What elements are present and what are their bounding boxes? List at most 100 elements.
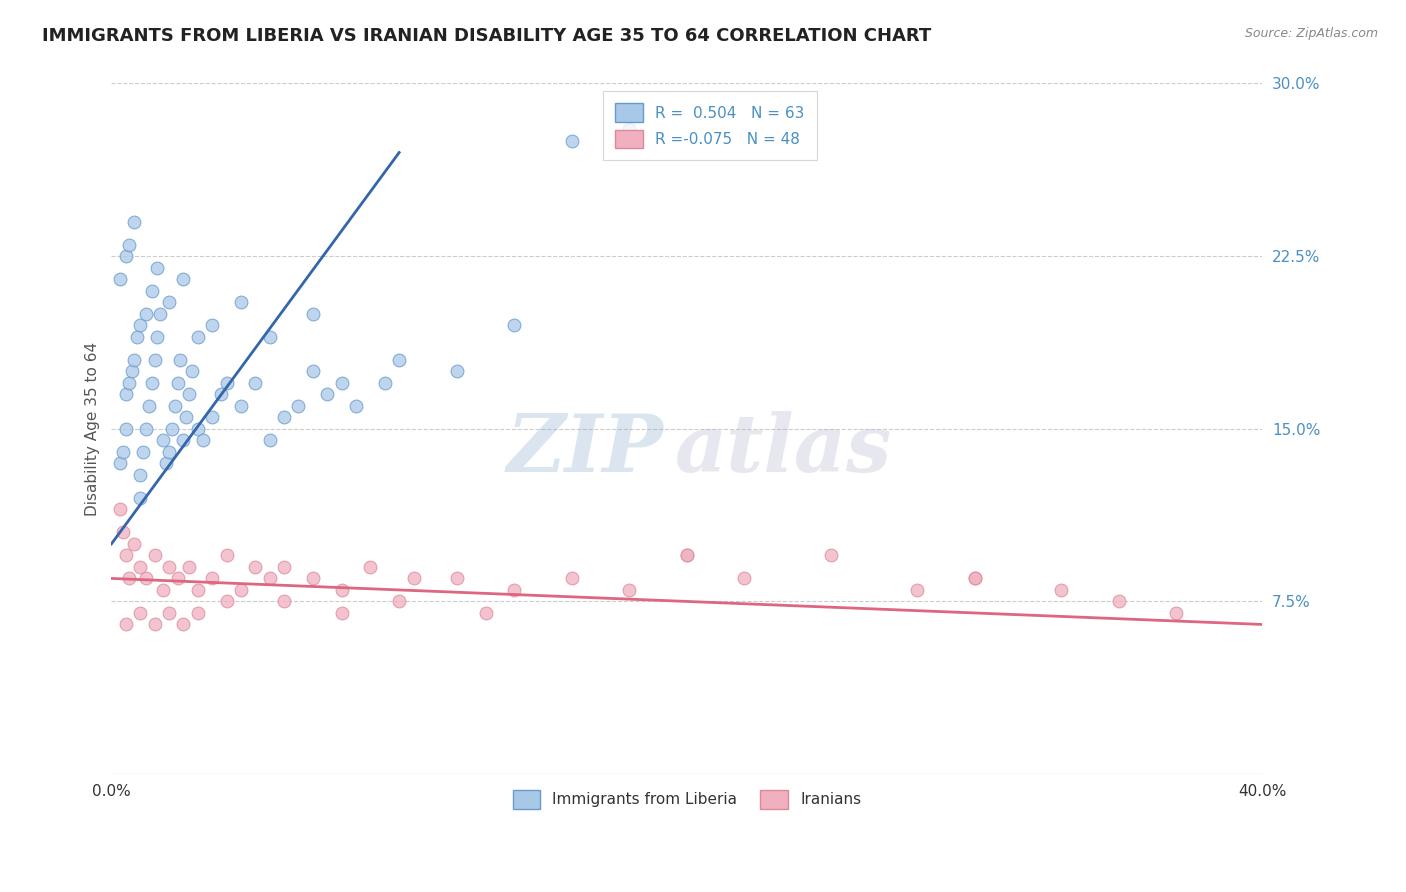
Point bbox=[209, 387, 232, 401]
Point bbox=[181, 364, 204, 378]
Text: Source: ZipAtlas.com: Source: ZipAtlas.com bbox=[1244, 27, 1378, 40]
Point bbox=[561, 571, 583, 585]
Point bbox=[215, 549, 238, 563]
Point bbox=[1108, 594, 1130, 608]
Point bbox=[157, 445, 180, 459]
Point bbox=[259, 434, 281, 448]
Point bbox=[114, 422, 136, 436]
Point bbox=[676, 549, 699, 563]
Point bbox=[135, 307, 157, 321]
Point bbox=[229, 399, 252, 413]
Point bbox=[245, 560, 267, 574]
Point bbox=[193, 434, 215, 448]
Point bbox=[1050, 582, 1073, 597]
Point bbox=[111, 525, 134, 540]
Point bbox=[114, 617, 136, 632]
Point bbox=[143, 549, 166, 563]
Point bbox=[619, 122, 641, 136]
Point bbox=[273, 560, 295, 574]
Text: IMMIGRANTS FROM LIBERIA VS IRANIAN DISABILITY AGE 35 TO 64 CORRELATION CHART: IMMIGRANTS FROM LIBERIA VS IRANIAN DISAB… bbox=[42, 27, 931, 45]
Point bbox=[155, 456, 177, 470]
Point bbox=[330, 582, 353, 597]
Point bbox=[446, 364, 468, 378]
Point bbox=[287, 399, 309, 413]
Point bbox=[330, 606, 353, 620]
Point bbox=[114, 387, 136, 401]
Point bbox=[143, 617, 166, 632]
Point bbox=[111, 445, 134, 459]
Point bbox=[118, 571, 141, 585]
Point bbox=[146, 260, 169, 275]
Point bbox=[259, 329, 281, 343]
Point bbox=[820, 549, 842, 563]
Point bbox=[201, 571, 224, 585]
Point bbox=[187, 329, 209, 343]
Point bbox=[388, 352, 411, 367]
Point bbox=[114, 249, 136, 263]
Point bbox=[402, 571, 425, 585]
Point bbox=[166, 376, 188, 390]
Point bbox=[374, 376, 396, 390]
Point bbox=[179, 387, 201, 401]
Point bbox=[302, 307, 325, 321]
Point bbox=[124, 214, 146, 228]
Point bbox=[129, 606, 152, 620]
Point bbox=[229, 295, 252, 310]
Point bbox=[135, 571, 157, 585]
Point bbox=[273, 410, 295, 425]
Point bbox=[215, 594, 238, 608]
Point bbox=[166, 571, 188, 585]
Legend: Immigrants from Liberia, Iranians: Immigrants from Liberia, Iranians bbox=[506, 784, 868, 814]
Point bbox=[561, 134, 583, 148]
Point bbox=[127, 329, 149, 343]
Point bbox=[229, 582, 252, 597]
Point bbox=[149, 307, 172, 321]
Point bbox=[359, 560, 381, 574]
Point bbox=[129, 318, 152, 333]
Point bbox=[124, 537, 146, 551]
Point bbox=[138, 399, 160, 413]
Point bbox=[676, 549, 699, 563]
Point bbox=[963, 571, 986, 585]
Point bbox=[169, 352, 191, 367]
Point bbox=[905, 582, 928, 597]
Point bbox=[619, 582, 641, 597]
Point bbox=[474, 606, 496, 620]
Point bbox=[129, 560, 152, 574]
Point bbox=[132, 445, 155, 459]
Point bbox=[108, 502, 131, 516]
Point bbox=[114, 549, 136, 563]
Point bbox=[141, 376, 163, 390]
Point bbox=[124, 352, 146, 367]
Point bbox=[187, 606, 209, 620]
Point bbox=[172, 272, 194, 286]
Point bbox=[141, 284, 163, 298]
Point bbox=[316, 387, 339, 401]
Point bbox=[157, 560, 180, 574]
Point bbox=[121, 364, 143, 378]
Point bbox=[172, 434, 194, 448]
Point bbox=[1166, 606, 1188, 620]
Point bbox=[143, 352, 166, 367]
Point bbox=[172, 617, 194, 632]
Point bbox=[215, 376, 238, 390]
Point bbox=[446, 571, 468, 585]
Point bbox=[273, 594, 295, 608]
Point bbox=[135, 422, 157, 436]
Text: atlas: atlas bbox=[675, 410, 893, 488]
Point bbox=[163, 399, 186, 413]
Text: ZIP: ZIP bbox=[508, 410, 664, 488]
Y-axis label: Disability Age 35 to 64: Disability Age 35 to 64 bbox=[86, 342, 100, 516]
Point bbox=[108, 456, 131, 470]
Point bbox=[734, 571, 756, 585]
Point bbox=[152, 582, 174, 597]
Point bbox=[245, 376, 267, 390]
Point bbox=[146, 329, 169, 343]
Point bbox=[174, 410, 197, 425]
Point bbox=[129, 467, 152, 482]
Point bbox=[187, 582, 209, 597]
Point bbox=[302, 364, 325, 378]
Point bbox=[179, 560, 201, 574]
Point bbox=[259, 571, 281, 585]
Point bbox=[503, 582, 526, 597]
